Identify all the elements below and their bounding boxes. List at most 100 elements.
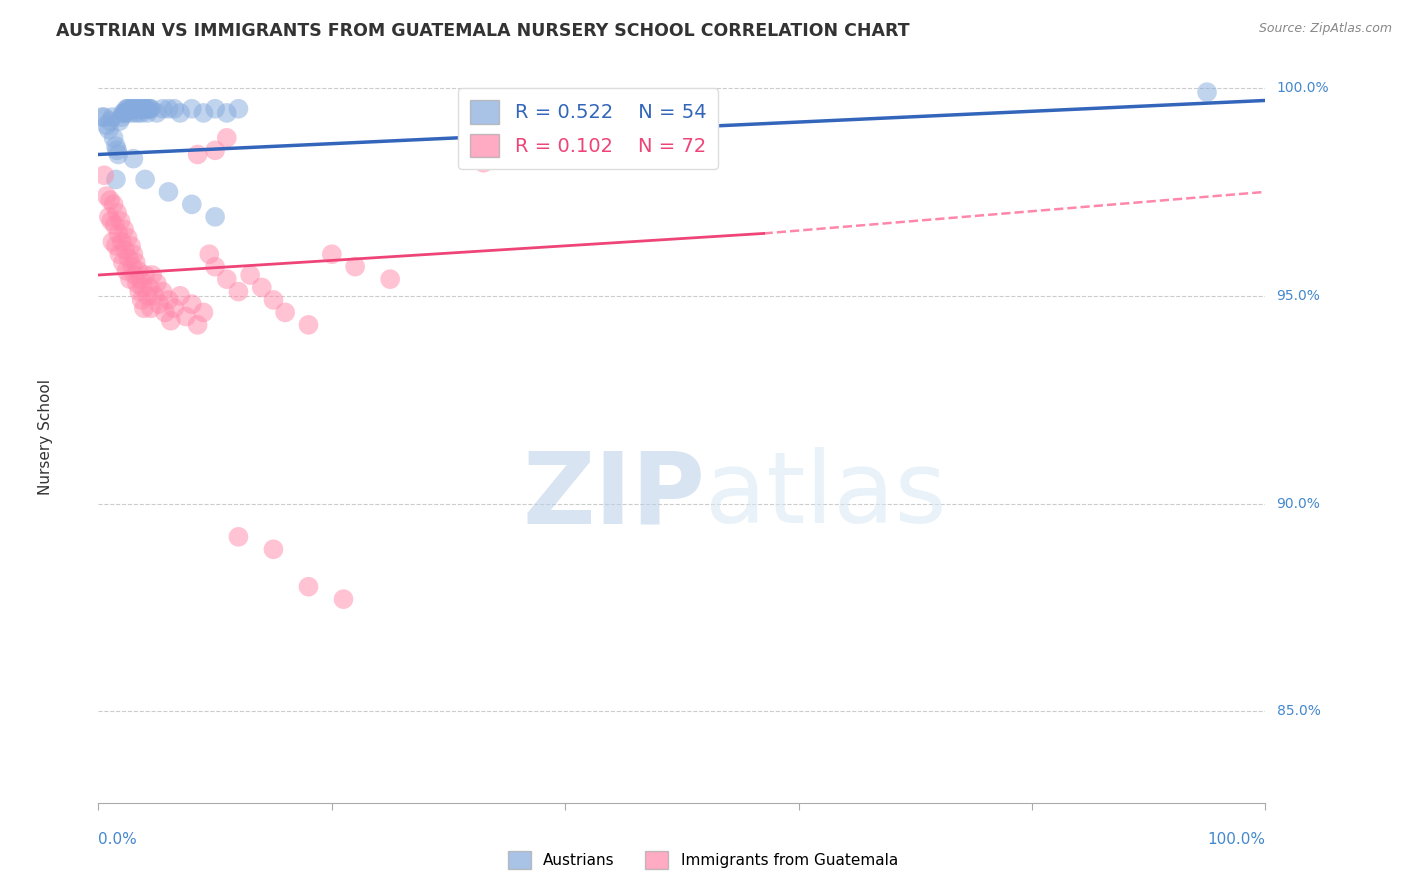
Point — [134, 102, 156, 116]
Text: 100.0%: 100.0% — [1277, 81, 1329, 95]
Point — [127, 106, 149, 120]
Point — [104, 239, 127, 253]
Point — [104, 218, 127, 232]
Point — [180, 297, 202, 311]
Point — [274, 305, 297, 319]
Point — [297, 318, 319, 332]
Point — [157, 102, 180, 116]
Point — [146, 106, 169, 120]
Point — [103, 197, 125, 211]
Text: 100.0%: 100.0% — [1208, 832, 1265, 847]
Point — [117, 230, 139, 244]
Point — [100, 214, 122, 228]
Point — [128, 102, 150, 116]
Text: 0.0%: 0.0% — [98, 832, 138, 847]
Point — [157, 293, 180, 307]
Point — [215, 106, 238, 120]
Point — [125, 277, 148, 291]
Legend: Austrians, Immigrants from Guatemala: Austrians, Immigrants from Guatemala — [502, 845, 904, 875]
Point — [97, 122, 120, 136]
Point — [239, 268, 262, 282]
Point — [101, 235, 124, 249]
Text: Source: ZipAtlas.com: Source: ZipAtlas.com — [1258, 22, 1392, 36]
Point — [103, 131, 125, 145]
Point — [112, 106, 135, 120]
Point — [104, 139, 127, 153]
Point — [122, 247, 145, 261]
Point — [96, 189, 118, 203]
Point — [125, 102, 148, 116]
Point — [132, 280, 155, 294]
Point — [204, 210, 226, 224]
Point — [472, 155, 495, 169]
Point — [187, 147, 209, 161]
Point — [108, 247, 131, 261]
Point — [112, 222, 135, 236]
Text: atlas: atlas — [706, 447, 946, 544]
Point — [124, 268, 146, 282]
Text: ZIP: ZIP — [523, 447, 706, 544]
Point — [98, 193, 121, 207]
Point — [121, 260, 143, 274]
Point — [131, 293, 153, 307]
Point — [139, 280, 162, 294]
Point — [134, 268, 156, 282]
Point — [215, 272, 238, 286]
Text: 90.0%: 90.0% — [1277, 497, 1320, 510]
Text: 95.0%: 95.0% — [1277, 289, 1320, 302]
Point — [125, 102, 148, 116]
Point — [180, 102, 202, 116]
Point — [262, 542, 284, 557]
Point — [93, 110, 115, 124]
Point — [111, 255, 134, 269]
Text: Nursery School: Nursery School — [38, 379, 53, 495]
Point — [98, 114, 121, 128]
Point — [136, 289, 159, 303]
Point — [118, 252, 141, 266]
Point — [108, 114, 131, 128]
Point — [143, 289, 166, 303]
Point — [215, 131, 238, 145]
Point — [204, 144, 226, 158]
Point — [118, 106, 141, 120]
Point — [169, 106, 191, 120]
Point — [297, 580, 319, 594]
Point — [262, 293, 284, 307]
Point — [139, 102, 162, 116]
Text: 85.0%: 85.0% — [1277, 705, 1320, 718]
Point — [139, 102, 162, 116]
Point — [148, 297, 170, 311]
Point — [174, 310, 197, 324]
Point — [204, 260, 226, 274]
Point — [1195, 85, 1218, 99]
Point — [378, 272, 402, 286]
Point — [118, 272, 141, 286]
Point — [118, 102, 141, 116]
Point — [107, 227, 129, 241]
Point — [157, 185, 180, 199]
Point — [131, 106, 153, 120]
Point — [163, 301, 186, 316]
Legend: R = 0.522    N = 54, R = 0.102    N = 72: R = 0.522 N = 54, R = 0.102 N = 72 — [458, 88, 718, 169]
Point — [138, 102, 160, 116]
Point — [110, 214, 132, 228]
Point — [508, 144, 530, 158]
Point — [128, 285, 150, 299]
Point — [120, 239, 142, 253]
Point — [139, 301, 162, 316]
Point — [228, 285, 250, 299]
Point — [122, 102, 145, 116]
Point — [169, 289, 191, 303]
Point — [115, 102, 138, 116]
Point — [332, 592, 354, 607]
Point — [124, 106, 146, 120]
Point — [115, 264, 138, 278]
Point — [152, 285, 174, 299]
Point — [121, 102, 143, 116]
Point — [127, 264, 149, 278]
Point — [120, 102, 142, 116]
Point — [152, 102, 174, 116]
Point — [344, 260, 367, 274]
Point — [146, 277, 169, 291]
Point — [136, 106, 159, 120]
